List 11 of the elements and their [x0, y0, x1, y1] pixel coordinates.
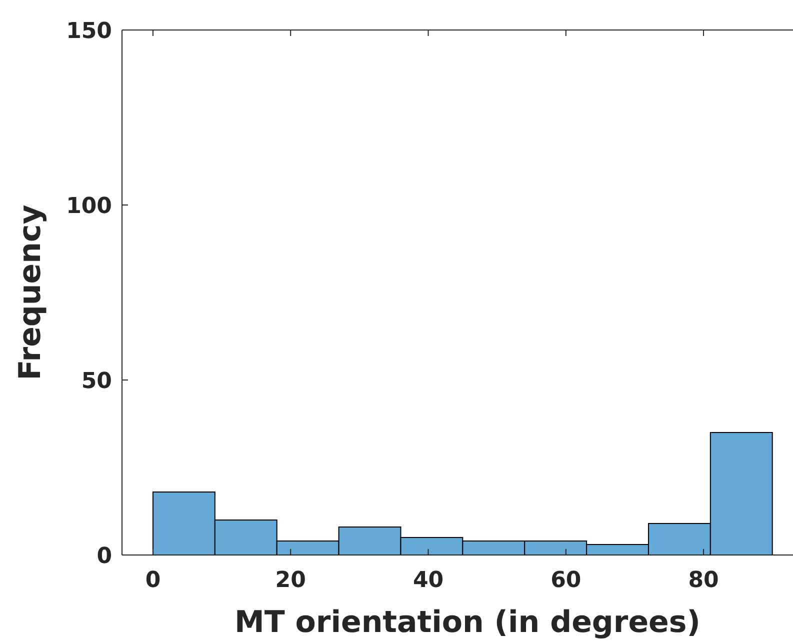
x-tick-label: 20	[275, 568, 306, 593]
x-tick-label: 80	[688, 568, 719, 593]
x-tick-label: 0	[145, 568, 161, 593]
x-axis-title: MT orientation (in degrees)	[234, 605, 700, 640]
y-tick-label: 150	[66, 19, 112, 44]
x-tick-label: 40	[412, 568, 444, 593]
x-tick-label: 60	[550, 568, 582, 593]
y-tick-label: 0	[96, 544, 112, 569]
y-tick-label: 100	[66, 194, 112, 219]
y-tick-label: 50	[81, 369, 112, 394]
y-axis-title: Frequency	[13, 204, 48, 380]
